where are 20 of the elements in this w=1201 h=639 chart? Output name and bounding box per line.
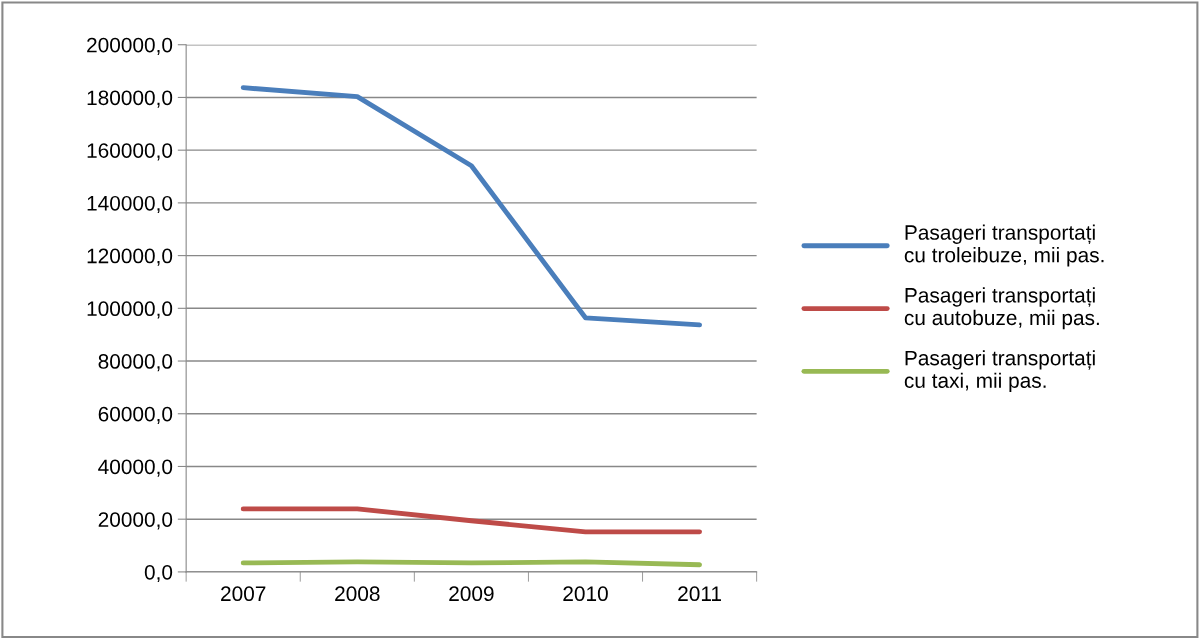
y-tick-label: 140000,0 <box>87 195 173 214</box>
line-series <box>240 85 703 328</box>
legend-label: Pasageri transportați cu troleibuze, mii pas. <box>904 224 1104 267</box>
y-tick-label: 80000,0 <box>98 354 173 372</box>
legend-label: Pasageri transportați cu taxi, mii pas. <box>904 350 1095 393</box>
y-tick-label: 60000,0 <box>98 406 173 424</box>
x-tick-label: 2009 <box>449 586 494 602</box>
legend-label: Pasageri transportați cu autobuze, mii pas. <box>904 287 1099 330</box>
y-tick-label: 120000,0 <box>87 248 173 266</box>
y-tick-label: 0,0 <box>144 564 173 583</box>
x-tick-label: 2007 <box>221 586 266 602</box>
x-tick-label: 2008 <box>335 586 380 602</box>
x-tick-label: 2010 <box>563 586 608 602</box>
y-tick-label: 160000,0 <box>87 143 173 161</box>
x-tick-label: 2011 <box>678 586 721 602</box>
y-tick-label: 100000,0 <box>87 301 173 319</box>
y-tick-label: 200000,0 <box>87 37 173 55</box>
y-tick-label: 180000,0 <box>87 90 173 108</box>
y-tick-label: 20000,0 <box>98 512 173 530</box>
y-tick-label: 40000,0 <box>98 459 173 477</box>
